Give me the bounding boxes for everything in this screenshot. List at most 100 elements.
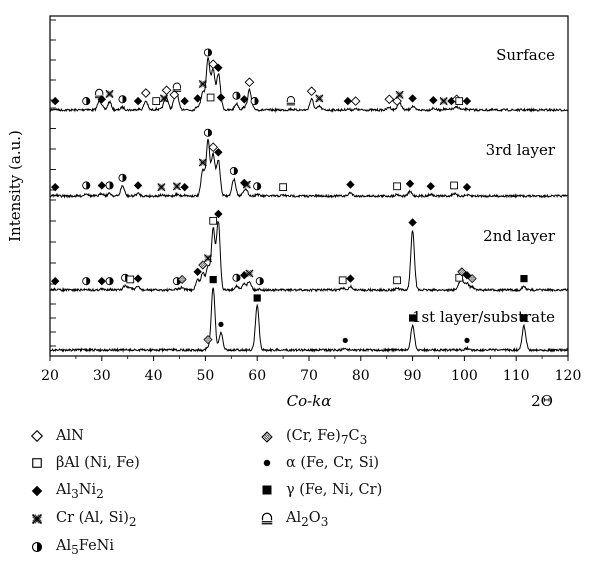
diamond-filled-icon bbox=[405, 179, 415, 188]
cross-icon bbox=[245, 269, 254, 278]
diamond-open-icon bbox=[350, 96, 361, 106]
plot-frame bbox=[49, 15, 569, 357]
series-line bbox=[49, 57, 569, 114]
x-tick-label: 30 bbox=[93, 368, 111, 384]
x-axis-label: Co-kα bbox=[287, 392, 332, 410]
diamond-filled-icon bbox=[97, 276, 106, 286]
x-tick-label: 70 bbox=[300, 368, 318, 384]
x-tick-label: 110 bbox=[503, 368, 530, 384]
series-group bbox=[49, 57, 569, 353]
diamond-filled-icon bbox=[240, 271, 249, 280]
diamond-open-icon bbox=[244, 77, 255, 88]
legend-label: (Cr, Fe)7C3 bbox=[286, 428, 368, 447]
diamond-filled-icon bbox=[50, 276, 60, 286]
diamond-hatched-icon bbox=[261, 431, 273, 444]
diamond-filled-icon bbox=[97, 181, 106, 190]
circle-half-icon bbox=[203, 128, 213, 137]
series-line bbox=[49, 287, 569, 353]
legend-item: Al5FeNi bbox=[30, 538, 114, 557]
square-open-icon bbox=[338, 276, 347, 285]
diamond-open-icon bbox=[30, 429, 44, 443]
square-open-icon bbox=[450, 181, 458, 190]
cross-icon bbox=[105, 89, 114, 98]
diamond-filled-icon bbox=[426, 182, 435, 191]
legend-item: AlN bbox=[30, 428, 84, 444]
diamond-filled-icon bbox=[180, 96, 189, 106]
legend-item: γ (Fe, Ni, Cr) bbox=[260, 482, 382, 498]
legend-item: Al3Ni2 bbox=[30, 482, 104, 501]
x-tick-label: 40 bbox=[145, 368, 163, 384]
x-axis-ticks: 20 30 40 50 60 70 80 90 100 110 120 bbox=[41, 356, 581, 384]
square-filled-icon bbox=[262, 485, 272, 495]
legend-label: βAl (Ni, Fe) bbox=[56, 455, 140, 471]
diamond-filled-icon bbox=[462, 96, 472, 106]
diamond-filled-icon bbox=[214, 148, 223, 157]
diamond-open-icon bbox=[392, 96, 402, 106]
dot-icon bbox=[342, 337, 348, 343]
diamond-open-icon bbox=[208, 142, 219, 153]
cross-icon bbox=[31, 514, 43, 525]
diamond-filled-icon bbox=[343, 96, 353, 106]
x-tick-label: 60 bbox=[248, 368, 266, 384]
square-open-icon bbox=[32, 458, 42, 468]
square-open-icon bbox=[393, 276, 401, 285]
arch-icon bbox=[261, 513, 273, 525]
circle-half-icon bbox=[250, 97, 259, 106]
circle-half-icon bbox=[203, 48, 213, 57]
square-open-icon bbox=[393, 182, 401, 191]
diamond-filled-icon bbox=[193, 267, 202, 276]
circle-half-icon bbox=[105, 277, 114, 286]
legend-item: α (Fe, Cr, Si) bbox=[260, 455, 379, 471]
circle-half-icon bbox=[253, 182, 262, 191]
square-open-icon bbox=[152, 97, 161, 105]
diamond-open-icon bbox=[161, 85, 172, 96]
dot-icon bbox=[218, 321, 224, 327]
series-line bbox=[49, 220, 569, 293]
series-label: Surface bbox=[496, 46, 555, 64]
diamond-filled-icon bbox=[133, 181, 143, 190]
legend-label: γ (Fe, Ni, Cr) bbox=[286, 482, 383, 498]
legend-label: Cr (Al, Si)2 bbox=[56, 510, 137, 529]
circle-half-icon bbox=[229, 166, 238, 176]
x-tick-label: 20 bbox=[41, 368, 59, 384]
dot-icon bbox=[464, 337, 470, 343]
diamond-filled-icon bbox=[31, 486, 43, 497]
diamond-filled-icon bbox=[462, 182, 472, 192]
cross-icon bbox=[198, 158, 207, 167]
legend-label: α (Fe, Cr, Si) bbox=[286, 455, 380, 471]
square-filled-icon bbox=[409, 314, 417, 322]
diamond-open-icon bbox=[306, 86, 317, 97]
circle-half-icon bbox=[255, 277, 264, 286]
square-open-icon bbox=[455, 273, 464, 282]
x-tick-label: 100 bbox=[451, 368, 478, 384]
diamond-hatched-icon bbox=[198, 260, 208, 270]
legend: AlN βAl (Ni, Fe) Al3Ni2 Cr (Al, Si)2 Al5FeNi… bbox=[20, 420, 590, 580]
square-open-icon bbox=[455, 97, 464, 105]
legend-label: Al5FeNi bbox=[56, 538, 114, 557]
diamond-filled-icon bbox=[180, 182, 189, 192]
cross-icon bbox=[439, 97, 448, 106]
circle-half-icon bbox=[232, 273, 241, 282]
cross-icon bbox=[198, 79, 207, 89]
diamond-open-icon bbox=[140, 88, 151, 98]
x-tick-label: 50 bbox=[196, 368, 214, 384]
diamond-filled-icon bbox=[216, 93, 226, 102]
circle-half-icon bbox=[232, 91, 241, 100]
diamond-filled-icon bbox=[429, 96, 438, 105]
square-filled-icon bbox=[520, 275, 528, 283]
diamond-filled-icon bbox=[346, 274, 355, 283]
cross-icon bbox=[242, 180, 251, 189]
legend-item: βAl (Ni, Fe) bbox=[30, 455, 140, 471]
circle-half-icon bbox=[82, 181, 91, 190]
x-tick-label: 120 bbox=[555, 368, 582, 384]
series-labels: Surface 3rd layer 2nd layer 1st layer/subst… bbox=[412, 46, 556, 326]
cross-icon bbox=[159, 94, 169, 103]
legend-item: Al2O3 bbox=[260, 510, 328, 529]
diamond-filled-icon bbox=[133, 274, 143, 283]
square-filled-icon bbox=[209, 276, 217, 284]
diamond-filled-icon bbox=[408, 218, 417, 227]
circle-half-icon bbox=[118, 173, 127, 182]
legend-label: Al3Ni2 bbox=[56, 482, 104, 501]
diamond-filled-icon bbox=[133, 96, 143, 106]
